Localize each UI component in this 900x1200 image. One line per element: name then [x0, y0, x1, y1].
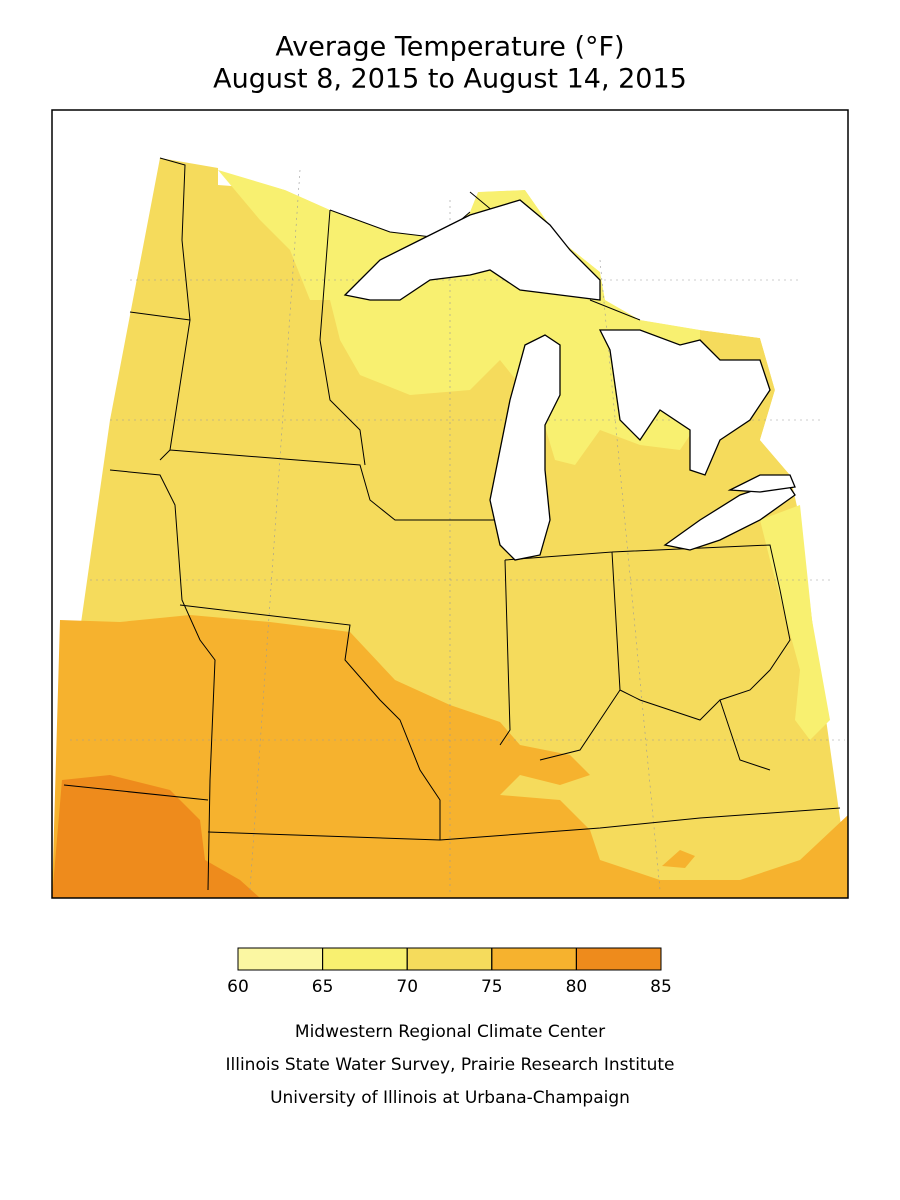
temp-zone — [218, 170, 700, 465]
credit: Illinois State Water Survey, Prairie Res… — [226, 1055, 675, 1075]
title-line: Average Temperature (°F) — [275, 32, 624, 63]
credit: University of Illinois at Urbana-Champai… — [270, 1088, 630, 1108]
temp-zone — [52, 615, 848, 898]
legend-swatch — [491, 947, 577, 971]
temp-zone — [760, 505, 830, 740]
lake-ontario — [727, 474, 796, 493]
temp-zone — [662, 850, 695, 868]
legend-tick-label: 85 — [650, 977, 672, 997]
legend-swatch — [575, 947, 662, 971]
legend-tick-label: 80 — [566, 977, 588, 997]
legend: 60 65 70 75 80 85 — [227, 947, 672, 997]
lake-superior — [343, 199, 601, 301]
legend-tick-label: 70 — [396, 977, 418, 997]
credit: Midwestern Regional Climate Center — [295, 1022, 605, 1042]
title-line: August 8, 2015 to August 14, 2015 — [213, 64, 687, 95]
map — [51, 109, 849, 899]
legend-tick-label: 65 — [312, 977, 334, 997]
lake-erie — [663, 479, 796, 551]
legend-swatch — [322, 947, 408, 971]
lake-michigan — [489, 334, 561, 561]
legend-swatch — [406, 947, 493, 971]
lake-huron — [598, 329, 771, 476]
legend-tick-label: 60 — [227, 977, 249, 997]
legend-tick-label: 75 — [481, 977, 503, 997]
map-frame — [51, 109, 849, 899]
legend-swatch — [237, 947, 324, 971]
